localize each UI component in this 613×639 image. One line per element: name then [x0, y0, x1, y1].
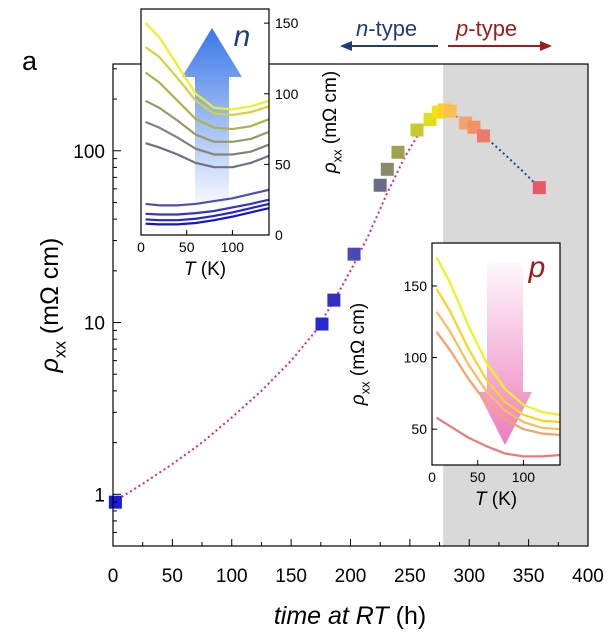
y-tick-label: 10: [84, 314, 105, 335]
x-tick-label: 400: [572, 566, 604, 587]
inset-y-axis-title: ρxx (mΩ cm): [348, 303, 373, 406]
inset-y-tick-label: 150: [404, 278, 428, 294]
p-type-text: p-type: [455, 16, 517, 41]
y-tick-label: 100: [73, 142, 105, 163]
inset-series-line: [435, 256, 561, 416]
x-tick-label: 150: [275, 566, 307, 587]
inset-n-chart: 0 50 100 0 50 100 150 T (K) ρxx (mΩ cm) n: [137, 8, 345, 280]
inset-x-tick-label: 0: [137, 239, 145, 255]
data-point: [410, 123, 424, 137]
inset-arrow: [182, 28, 242, 203]
x-tick-label: 100: [216, 566, 248, 587]
inset-series-line: [145, 120, 270, 156]
inset-frame: [431, 242, 561, 466]
data-point: [532, 181, 546, 195]
data-point: [327, 293, 341, 307]
data-point: [391, 145, 405, 159]
inset-y-tick-label: 50: [275, 156, 291, 172]
inset-y-axis-title: ρxx (mΩ cm): [320, 71, 345, 174]
inset-x-tick-label: 100: [221, 239, 245, 255]
n-type-text: n-type: [356, 16, 417, 41]
fit-p-line: [450, 112, 541, 189]
inset-y-tick-label: 50: [411, 421, 427, 437]
inset-series-line: [435, 311, 561, 431]
inset-x-axis-title: T (K): [475, 489, 517, 510]
inset-x-tick-label: 0: [428, 469, 436, 485]
x-tick-label: 0: [108, 566, 119, 587]
y-tick-label: 1: [94, 485, 105, 506]
main-chart: 0 50 100 150 200 250 300 350 400 1 10 100 time at RT…: [36, 63, 604, 630]
inset-series-line: [145, 207, 270, 226]
x-tick-label: 50: [162, 566, 183, 587]
p-type-arrowhead: [540, 41, 552, 51]
inset-label: n: [234, 20, 251, 53]
data-point: [315, 317, 329, 331]
inset-x-tick-label: 50: [179, 239, 195, 255]
x-tick-label: 200: [335, 566, 367, 587]
data-point: [443, 104, 457, 118]
fit-n-line: [112, 112, 437, 504]
inset-label: p: [528, 251, 546, 284]
inset-frame: [140, 8, 270, 236]
x-axis-title: time at RT (h): [274, 602, 426, 630]
inset-y-tick-label: 150: [275, 15, 299, 31]
inset-y-tick-label: 100: [275, 86, 299, 102]
inset-y-tick-label: 0: [275, 227, 283, 243]
inset-x-tick-label: 50: [470, 469, 486, 485]
data-point: [347, 247, 361, 261]
inset-y-tick-label: 100: [404, 350, 428, 366]
inset-x-axis-title: T (K): [184, 259, 226, 280]
data-point: [477, 129, 490, 143]
y-axis-title: ρxx (mΩ cm): [36, 238, 70, 374]
panel-label: a: [22, 46, 38, 76]
x-tick-label: 350: [513, 566, 545, 587]
inset-series-line: [435, 288, 561, 424]
data-point: [373, 178, 387, 192]
n-type-arrowhead: [340, 41, 352, 51]
inset-p-chart: 0 50 100 50 100 150 T (K) ρxx (mΩ cm) p: [348, 242, 561, 510]
data-point: [380, 162, 394, 176]
inset-series-line: [145, 99, 270, 143]
inset-series-line: [435, 331, 561, 437]
inset-series-line: [144, 22, 270, 111]
inset-series-line: [144, 46, 270, 117]
p-type-label: p-type: [448, 16, 552, 51]
inset-series-line: [435, 416, 561, 458]
inset-x-tick-label: 100: [512, 469, 536, 485]
inset-series-line: [145, 198, 270, 216]
n-type-label: n-type: [340, 16, 438, 51]
inset-series-line: [145, 188, 270, 207]
inset-series-line: [144, 71, 270, 131]
x-tick-label: 250: [394, 566, 426, 587]
x-tick-label: 300: [453, 566, 485, 587]
inset-series-line: [145, 142, 270, 169]
inset-series-line: [145, 202, 270, 222]
